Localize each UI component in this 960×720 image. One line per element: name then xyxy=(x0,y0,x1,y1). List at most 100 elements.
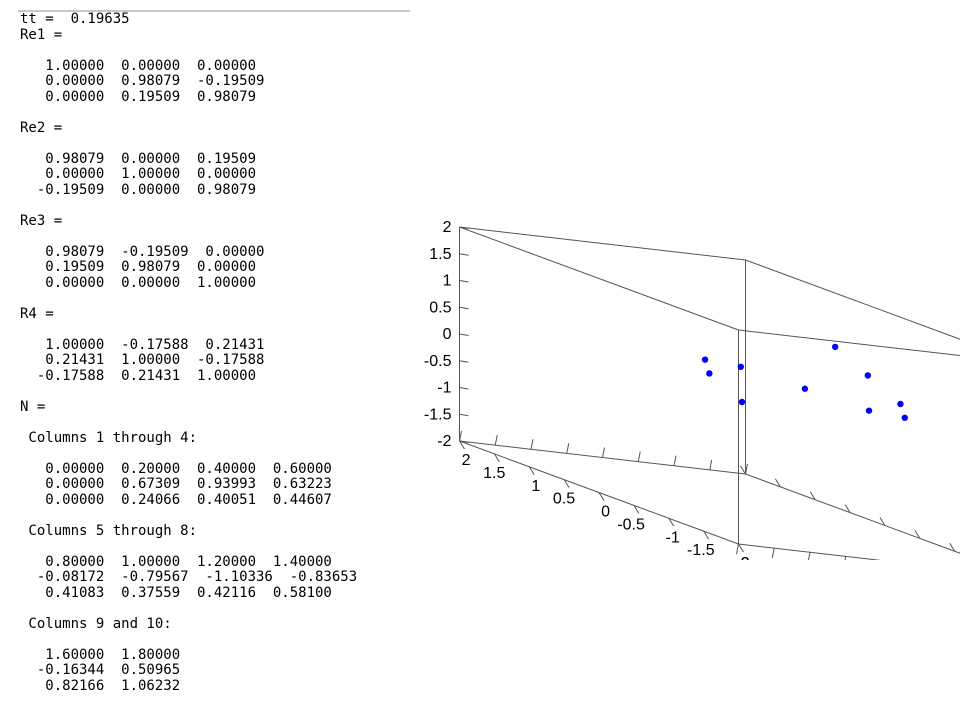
console-line: 0.80000 1.00000 1.20000 1.40000 xyxy=(20,553,332,570)
y-tick-label: 0.5 xyxy=(553,491,575,508)
console-line xyxy=(20,136,357,152)
x-tick-label: -2 xyxy=(735,555,749,560)
y-tick xyxy=(738,543,744,553)
x-tick xyxy=(771,548,775,559)
data-point xyxy=(901,414,908,421)
data-point xyxy=(801,385,809,392)
y-tick xyxy=(703,530,710,540)
y-tick xyxy=(633,505,640,514)
console-line: 0.98079 0.00000 0.19509 xyxy=(20,150,257,167)
z-tick xyxy=(459,387,469,390)
back-edge-tick xyxy=(740,465,746,475)
console-line: -0.17588 0.21431 1.00000 xyxy=(20,367,257,384)
console-line: -0.08172 -0.79567 -1.10336 -0.83653 xyxy=(20,569,358,585)
y-tick-label: 2 xyxy=(462,452,471,469)
console-line xyxy=(20,229,357,245)
back-edge-tick xyxy=(914,530,921,539)
x-tick-label: -1.5 xyxy=(764,559,792,560)
back-edge-tick xyxy=(745,463,748,475)
console-line: 0.19509 0.98079 0.00000 xyxy=(20,259,257,275)
y-tick xyxy=(528,466,535,476)
z-tick xyxy=(459,333,469,336)
console-output: tt = 0.19635 Re1 = 1.00000 0.00000 0.0000… xyxy=(0,0,410,720)
y-tick-label: -1.5 xyxy=(687,542,715,559)
z-tick xyxy=(459,226,469,229)
back-edge-tick xyxy=(602,447,605,458)
console-line xyxy=(20,198,357,214)
back-edge-tick xyxy=(673,455,677,466)
back-edge-tick xyxy=(494,435,498,446)
data-point xyxy=(831,343,839,351)
box-edge xyxy=(745,259,960,340)
back-edge-tick xyxy=(709,459,713,470)
console-divider xyxy=(18,10,410,12)
y-tick xyxy=(598,492,605,501)
z-tick xyxy=(459,413,469,417)
y-tick-label: -1 xyxy=(666,529,680,546)
console-line xyxy=(20,322,357,338)
z-tick xyxy=(459,440,469,443)
console-line: -0.16344 0.50965 xyxy=(20,662,181,678)
box-edge xyxy=(745,473,960,554)
scatter3d-plot: -2 -1.5 -1 -0.5 0 0.5 1 1.5 2 -2 -1.5 -1 -0.5 0 0.5 1 1.… xyxy=(424,219,960,560)
y-tick-label: -2 xyxy=(735,555,749,560)
back-edge-tick xyxy=(774,478,781,488)
z-tick-label: -1.5 xyxy=(424,406,452,423)
data-point xyxy=(864,372,871,379)
back-edge-tick xyxy=(844,504,851,513)
plot-points xyxy=(701,343,908,421)
console-line: 0.00000 0.98079 -0.19509 xyxy=(20,73,265,89)
z-tick-label: 1.5 xyxy=(429,246,451,263)
back-edge-tick xyxy=(949,542,956,552)
console-line: Columns 9 and 10: xyxy=(20,615,172,632)
y-tick xyxy=(668,517,675,527)
console-line: 0.00000 0.19509 0.98079 xyxy=(20,88,257,105)
z-tick xyxy=(459,253,469,256)
console-line: Columns 5 through 8: xyxy=(20,522,198,539)
console-line: 0.41083 0.37559 0.42116 0.58100 xyxy=(20,584,332,601)
y-tick-label: -0.5 xyxy=(617,516,645,533)
console-line: 0.00000 0.24066 0.40051 0.44607 xyxy=(20,491,332,508)
console-line: 1.00000 0.00000 0.00000 xyxy=(20,57,257,74)
z-tick xyxy=(459,280,469,283)
box-edge xyxy=(738,543,882,560)
console-line: Re2 = xyxy=(20,119,63,136)
z-tick xyxy=(459,360,469,363)
back-edge-tick xyxy=(566,443,570,454)
y-tick-label: 1.5 xyxy=(483,465,505,482)
console-line xyxy=(20,415,357,431)
console-line xyxy=(20,508,357,524)
console-line: 1.00000 -0.17588 0.21431 xyxy=(20,336,265,353)
data-point xyxy=(865,407,873,414)
console-line: R4 = xyxy=(20,305,54,322)
console-line: Re1 = xyxy=(20,26,63,43)
console-line xyxy=(20,601,357,617)
console-line: 0.82166 1.06232 xyxy=(20,677,181,694)
console-line: N = xyxy=(20,398,46,415)
console-line: 0.00000 0.20000 0.40000 0.60000 xyxy=(20,460,332,477)
console-line: Columns 1 through 4: xyxy=(20,429,198,446)
console-line xyxy=(20,539,357,555)
z-tick-label: 2 xyxy=(443,219,452,236)
console-line xyxy=(20,291,357,307)
console-text: tt = 0.19635 Re1 = 1.00000 0.00000 0.0000… xyxy=(20,11,358,694)
back-edge-tick xyxy=(637,451,641,462)
console-line xyxy=(20,384,357,400)
x-tick xyxy=(736,543,739,555)
x-tick xyxy=(844,556,847,560)
y-tick-label: 0 xyxy=(601,504,610,521)
console-line xyxy=(20,105,357,121)
console-line: -0.19509 0.00000 0.98079 xyxy=(20,181,257,198)
console-line xyxy=(20,446,357,462)
plot-tick-labels: -2 -1.5 -1 -0.5 0 0.5 1 1.5 2 -2 -1.5 -1 -0.5 0 0.5 1 1.… xyxy=(424,219,792,560)
z-tick-label: -0.5 xyxy=(424,353,452,370)
console-line xyxy=(20,43,357,59)
console-line: 0.98079 -0.19509 0.00000 xyxy=(20,243,265,260)
console-line: 0.00000 1.00000 0.00000 xyxy=(20,166,257,182)
back-edge-tick xyxy=(809,491,816,501)
back-edge-tick xyxy=(530,439,534,450)
console-line xyxy=(20,632,357,648)
z-tick-label: -2 xyxy=(437,433,451,450)
back-edge-tick xyxy=(459,430,462,442)
data-point xyxy=(737,363,745,371)
